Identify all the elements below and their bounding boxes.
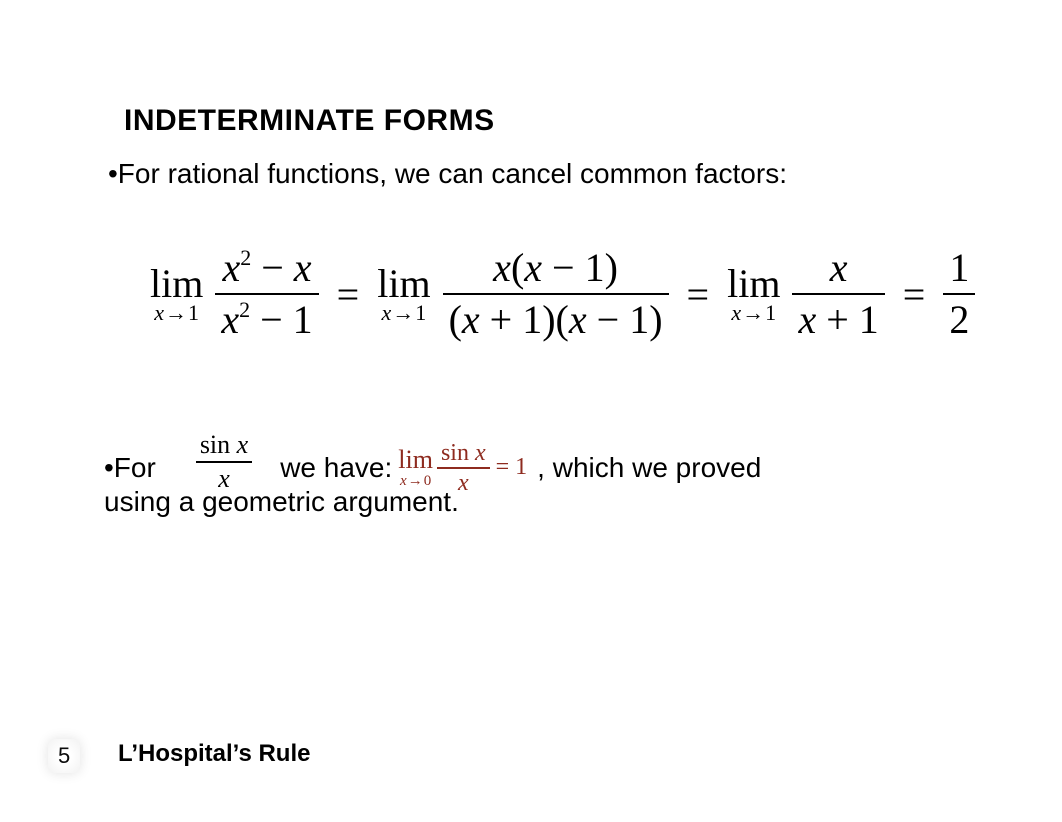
limit-result: = 1	[496, 454, 528, 481]
bullet2-prefix: •For	[104, 452, 156, 484]
bullet2-suffix: , which we proved	[537, 452, 761, 484]
page-number: 5	[48, 739, 80, 773]
limit-3: lim x→1	[727, 264, 780, 324]
limit-2: lim x→1	[377, 264, 430, 324]
fraction-2: x(x − 1) (x + 1)(x − 1)	[443, 246, 669, 342]
result-numerator: 1	[943, 246, 975, 290]
fraction-sinx-over-x: sin x x	[196, 432, 252, 492]
equals-1: =	[331, 271, 366, 318]
bullet2-mid: we have:	[280, 452, 392, 484]
bullet2-line2: using a geometric argument.	[104, 486, 459, 518]
equals-3: =	[897, 271, 932, 318]
fraction-1: x2 − x x2 − 1	[215, 246, 318, 342]
equation-cancel-common-factors: lim x→1 x2 − x x2 − 1 = lim x→1 x(x − 1)…	[150, 246, 975, 342]
result-denominator: 2	[943, 298, 975, 342]
slide: INDETERMINATE FORMS •For rational functi…	[0, 0, 1062, 822]
equals-2: =	[681, 271, 716, 318]
limit-1: lim x→1	[150, 264, 203, 324]
slide-title: INDETERMINATE FORMS	[124, 104, 495, 138]
fraction-3: x x + 1	[792, 246, 884, 342]
footer-title: L’Hospital’s Rule	[118, 740, 310, 768]
fraction-result: 1 2	[943, 246, 975, 342]
bullet-rational-functions: •For rational functions, we can cancel c…	[108, 158, 787, 190]
